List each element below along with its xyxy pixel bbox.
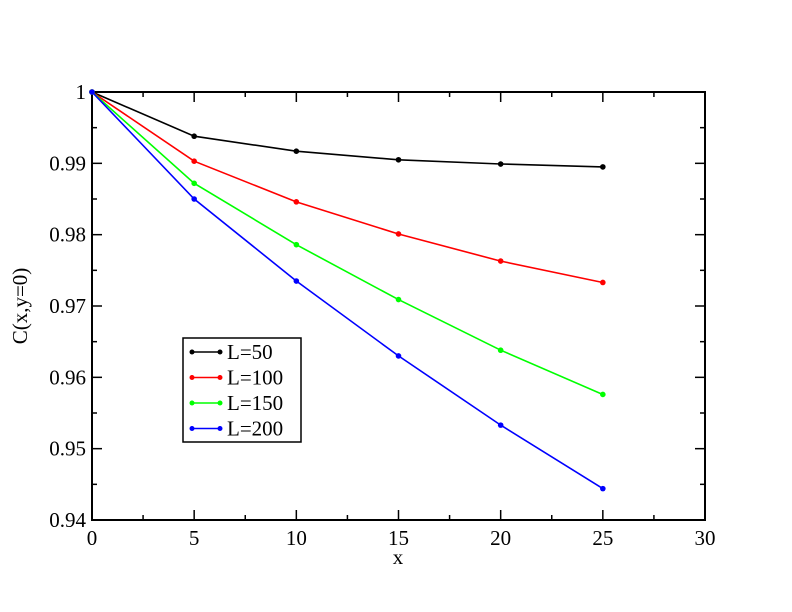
data-point [497,422,504,428]
x-tick-label: 25 [592,526,613,550]
y-tick-label: 0.99 [49,151,86,175]
y-tick-label: 0.97 [49,294,86,318]
legend-box [182,337,302,443]
x-tick-label: 0 [87,526,98,550]
data-point [497,258,504,264]
data-point [191,158,197,164]
x-tick-label: 30 [695,526,716,550]
legend-marker [217,349,223,355]
data-point [497,347,504,354]
data-point [395,156,402,163]
data-point [293,199,300,205]
legend-marker [217,426,223,431]
data-point [293,241,300,248]
data-point [395,353,402,359]
legend-marker [189,375,195,380]
data-point [89,89,95,95]
legend-marker [189,400,195,406]
data-point [191,133,197,140]
series-line [91,91,603,284]
legend-marker [217,375,223,380]
axis-ticks: 0 5 10 15 20 25 30 0.94 0.95 0.96 0.97 0.98 0.99 1 [49,80,715,550]
legend-marker [189,349,195,355]
x-axis-label: x [393,545,404,569]
x-tick-label: 10 [286,526,307,550]
y-tick-label: 0.96 [49,365,86,389]
series-line [91,91,604,490]
data-point [395,231,402,237]
x-tick-label: 15 [388,526,409,550]
series-line [91,91,604,396]
data-point [395,296,402,303]
y-tick-label: 0.94 [49,508,86,532]
data-point [191,180,197,187]
legend-label: L=150 [227,391,283,415]
data-point [191,196,197,202]
y-tick-label: 0.98 [49,223,86,247]
x-tick-label: 5 [189,526,200,550]
legend-marker [189,426,195,431]
y-tick-label: 0.95 [49,437,86,461]
y-tick-label: 1 [76,80,87,104]
data-point [293,278,300,284]
legend-label: L=50 [227,340,273,364]
data-point [600,485,606,492]
data-point [600,164,606,170]
plot-frame [91,91,706,521]
y-axis-label: C(x,y=0) [8,268,32,345]
legend-label: L=100 [227,366,283,390]
x-tick-label: 20 [490,526,511,550]
legend-marker [217,400,223,406]
series-line [91,91,603,168]
data-point [600,391,606,398]
data-point [497,161,504,167]
data-point [600,279,606,286]
series-group [89,89,606,492]
legend-label: L=200 [227,417,283,441]
data-point [293,148,300,155]
